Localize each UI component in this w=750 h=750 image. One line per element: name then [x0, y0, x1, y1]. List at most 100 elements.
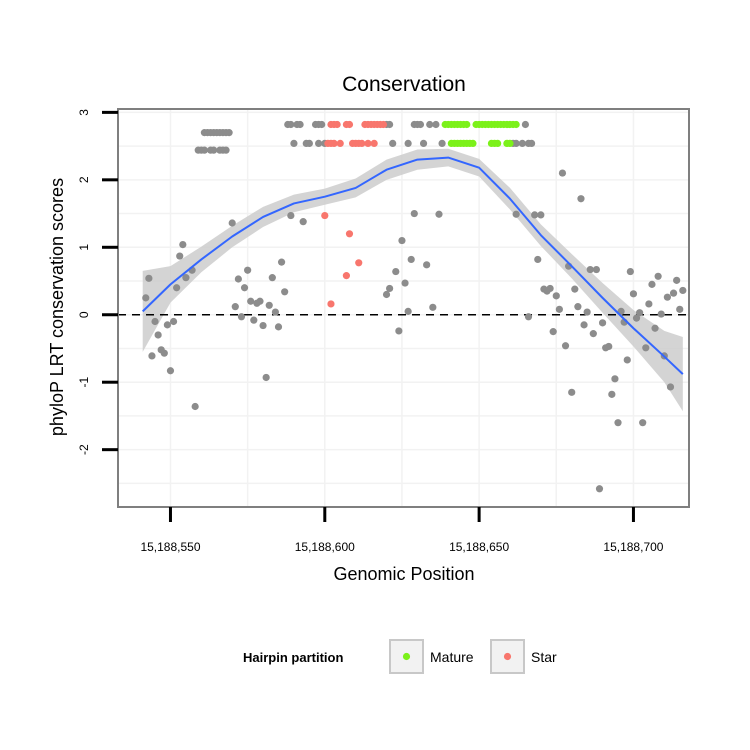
data-point-other	[250, 316, 258, 324]
legend-title: Hairpin partition	[243, 650, 343, 665]
x-tick-label: 15,188,550	[140, 540, 200, 554]
y-axis-title: phyloP LRT conservation scores	[47, 178, 67, 436]
data-point-other	[626, 267, 634, 276]
data-point-other	[256, 297, 264, 305]
data-point-other	[605, 342, 613, 351]
data-point-other	[645, 300, 653, 308]
data-point-other	[154, 331, 162, 339]
data-point-other	[404, 307, 412, 315]
data-point-other	[524, 313, 533, 321]
data-point-other	[274, 323, 283, 331]
data-point-other	[160, 349, 168, 357]
data-point-other	[419, 139, 428, 148]
data-point-other	[240, 284, 249, 292]
data-point-other	[561, 342, 570, 350]
data-point-other	[210, 146, 218, 154]
data-point-star	[327, 300, 335, 308]
data-point-other	[386, 120, 394, 129]
y-tick-label: 1	[77, 244, 91, 251]
x-tick-label: 15,188,600	[295, 540, 355, 554]
data-point-other	[611, 375, 619, 383]
data-point-other	[277, 258, 286, 266]
data-point-other	[589, 330, 597, 338]
data-point-other	[265, 301, 273, 309]
data-point-other	[642, 344, 650, 352]
data-point-other	[163, 321, 171, 329]
y-tick-label: -1	[77, 377, 91, 388]
data-point-other	[632, 314, 641, 322]
data-point-other	[608, 390, 616, 398]
data-point-other	[679, 286, 687, 295]
data-point-other	[404, 139, 412, 148]
smooth-line-layer	[141, 156, 684, 375]
data-point-other	[555, 305, 563, 313]
data-point-other	[259, 321, 267, 330]
plot-panel-background	[118, 109, 689, 507]
data-point-star	[330, 139, 338, 148]
data-point-other	[663, 293, 671, 301]
data-point-mature	[494, 139, 502, 148]
data-point-other	[595, 485, 604, 493]
data-point-star	[345, 230, 354, 238]
data-point-other	[629, 290, 638, 298]
data-point-other	[512, 210, 520, 218]
data-point-other	[169, 317, 178, 326]
legend-swatch-star	[503, 652, 512, 661]
data-point-other	[287, 211, 295, 220]
data-point-other	[315, 139, 323, 148]
data-point-star	[364, 139, 372, 148]
data-point-other	[614, 419, 622, 427]
data-point-other	[398, 236, 406, 245]
x-axis-title: Genomic Position	[333, 564, 474, 584]
data-point-other	[389, 139, 397, 148]
data-point-other	[438, 139, 446, 148]
data-point-other	[651, 324, 659, 332]
legend-key-mature	[389, 639, 424, 674]
confidence-ribbon-layer	[142, 148, 683, 412]
data-point-other	[598, 319, 607, 327]
data-point-other	[583, 308, 591, 316]
y-tick-label: 0	[77, 311, 91, 318]
data-point-other	[228, 219, 236, 227]
data-point-other	[623, 356, 631, 364]
legend-label-star: Star	[531, 649, 557, 665]
data-point-star	[333, 120, 341, 129]
data-point-other	[382, 290, 391, 299]
y-axis-ticks: -2 -1 0 1 2 3	[77, 109, 118, 455]
data-point-other	[200, 146, 209, 154]
data-point-star	[342, 272, 350, 280]
y-tick-label: -2	[77, 444, 91, 455]
data-point-mature	[512, 120, 520, 129]
data-point-other	[318, 120, 326, 129]
x-tick-label: 15,188,700	[603, 540, 663, 554]
data-point-other	[669, 289, 678, 297]
data-point-other	[191, 402, 199, 411]
data-point-other	[432, 120, 440, 129]
data-point-other	[568, 388, 576, 396]
data-point-other	[182, 274, 190, 282]
y-tick-label: 3	[77, 109, 91, 116]
data-point-other	[429, 303, 437, 311]
data-point-other	[648, 280, 656, 288]
legend-label-mature: Mature	[430, 649, 474, 665]
data-point-other	[176, 252, 184, 260]
data-point-star	[336, 139, 344, 148]
data-point-star	[321, 211, 329, 220]
plot-panel-border	[117, 108, 690, 508]
data-point-other	[262, 373, 270, 382]
data-point-other	[290, 139, 298, 148]
legend: Hairpin partition Mature Star	[243, 639, 557, 674]
data-point-other	[142, 294, 150, 302]
data-point-other	[580, 321, 588, 329]
data-point-other	[268, 274, 276, 282]
data-point-mature	[469, 139, 477, 148]
data-point-other	[527, 139, 536, 148]
data-point-other	[512, 139, 520, 148]
data-point-star	[355, 259, 363, 267]
data-point-other	[166, 367, 175, 375]
data-point-mature	[463, 120, 471, 129]
data-point-other	[145, 274, 153, 282]
data-point-other	[296, 120, 304, 129]
smooth-trend-line	[141, 156, 684, 375]
